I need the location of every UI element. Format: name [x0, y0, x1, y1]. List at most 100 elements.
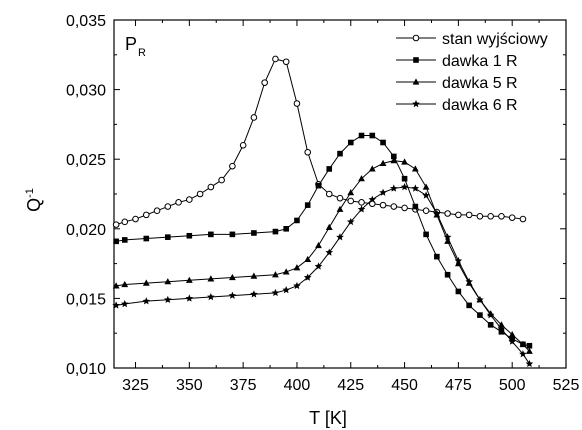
- legend-item: stan wyjściowy: [396, 31, 548, 48]
- data-point: [358, 132, 365, 139]
- data-point: [250, 290, 258, 298]
- data-point: [379, 188, 387, 196]
- data-point: [390, 156, 398, 164]
- data-point: [525, 359, 534, 368]
- data-point: [121, 280, 129, 288]
- data-point: [229, 231, 236, 238]
- data-point: [142, 279, 150, 286]
- data-point: [186, 196, 193, 203]
- series-layer: [112, 55, 534, 368]
- data-point: [336, 194, 344, 202]
- data-point: [294, 217, 300, 224]
- x-tick-label: 350: [176, 377, 203, 394]
- data-point: [466, 302, 472, 309]
- data-point: [185, 294, 194, 302]
- data-point: [121, 218, 129, 226]
- data-point: [153, 207, 161, 215]
- data-point: [282, 58, 290, 66]
- y-axis-title: Q-1: [24, 188, 44, 212]
- data-point: [379, 201, 387, 209]
- data-point: [519, 350, 527, 358]
- data-point: [368, 165, 376, 172]
- data-point: [282, 268, 290, 275]
- data-point: [207, 183, 215, 191]
- legend-label: dawka 1 R: [442, 53, 518, 70]
- data-point: [113, 238, 119, 245]
- data-point: [272, 55, 279, 63]
- x-tick-label: 325: [122, 377, 149, 394]
- data-point: [401, 175, 408, 182]
- data-point: [444, 237, 452, 244]
- data-point: [142, 297, 151, 305]
- x-tick-label: 400: [284, 377, 311, 394]
- series-line: [116, 160, 530, 352]
- data-point: [304, 202, 311, 208]
- series-4: [112, 183, 534, 368]
- data-point: [336, 205, 344, 212]
- data-point: [218, 176, 225, 184]
- data-point: [390, 203, 398, 210]
- data-point: [304, 255, 312, 263]
- data-point: [207, 293, 215, 301]
- x-tick-label: 475: [445, 377, 472, 394]
- data-point: [390, 184, 398, 192]
- data-point: [315, 182, 322, 189]
- data-point: [112, 221, 120, 228]
- data-point: [337, 150, 343, 157]
- data-point: [303, 273, 312, 281]
- data-point: [508, 214, 516, 221]
- data-point: [498, 321, 505, 328]
- data-point: [487, 212, 494, 220]
- data-point: [283, 226, 289, 232]
- y-axis-title-superscript: -1: [24, 188, 36, 198]
- data-point: [142, 211, 150, 219]
- y-tick-label: 0,015: [66, 291, 106, 308]
- data-point: [272, 271, 279, 278]
- data-point: [498, 329, 505, 335]
- legend-item: dawka 5 R: [396, 75, 518, 92]
- data-point: [120, 299, 129, 308]
- y-tick-label: 0,035: [66, 13, 106, 30]
- legend: stan wyjściowy dawka 1 R dawka 5 R dawka 6 …: [396, 31, 548, 114]
- data-point: [272, 228, 279, 235]
- data-point: [196, 190, 204, 198]
- legend-label: dawka 6 R: [442, 97, 518, 114]
- data-point: [423, 231, 429, 238]
- data-point: [368, 195, 377, 203]
- data-point: [380, 139, 386, 146]
- data-point: [347, 189, 355, 196]
- data-point: [400, 183, 409, 191]
- data-point: [526, 342, 533, 349]
- legend-label: stan wyjściowy: [442, 31, 548, 48]
- axis-titles: T [K] Q-1: [24, 188, 347, 428]
- data-point: [293, 100, 301, 107]
- data-point: [165, 234, 171, 240]
- data-point: [508, 330, 516, 338]
- data-point: [271, 288, 280, 297]
- data-point: [444, 210, 451, 217]
- data-point: [325, 223, 333, 231]
- data-point: [391, 153, 397, 160]
- legend-marker: [412, 34, 420, 42]
- data-point: [346, 217, 355, 226]
- data-point: [455, 211, 462, 219]
- y-tick-label: 0,020: [66, 222, 106, 239]
- annotation-main: P: [125, 34, 137, 54]
- data-point: [282, 286, 290, 294]
- data-point: [250, 272, 258, 279]
- data-point: [207, 275, 215, 282]
- data-point: [477, 312, 483, 318]
- data-point: [228, 273, 236, 281]
- data-point: [401, 204, 408, 212]
- data-point: [261, 79, 268, 86]
- y-tick-label: 0,010: [66, 361, 106, 378]
- data-point: [401, 158, 408, 165]
- data-point: [358, 199, 365, 206]
- data-point: [164, 295, 172, 304]
- data-point: [112, 301, 120, 309]
- data-point: [293, 281, 301, 290]
- data-point: [164, 278, 172, 285]
- data-point: [325, 248, 334, 256]
- data-point: [465, 211, 473, 219]
